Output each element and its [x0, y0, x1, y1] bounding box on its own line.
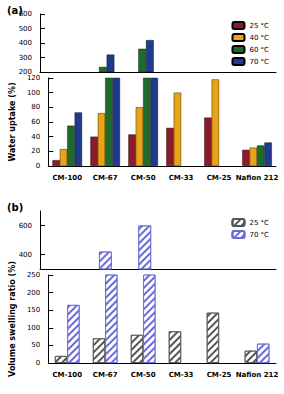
svg-text:50: 50	[31, 341, 40, 349]
svg-text:CM-25: CM-25	[207, 371, 232, 379]
svg-text:CM-33: CM-33	[169, 174, 194, 182]
svg-text:70 °C: 70 °C	[249, 231, 269, 239]
svg-text:40 °C: 40 °C	[249, 34, 269, 42]
svg-text:CM-25: CM-25	[207, 174, 232, 182]
svg-text:60: 60	[31, 118, 40, 126]
svg-text:(a): (a)	[7, 5, 23, 16]
svg-text:CM-50: CM-50	[131, 371, 156, 379]
svg-text:CM-50: CM-50	[131, 174, 156, 182]
svg-text:70 °C: 70 °C	[249, 58, 269, 66]
svg-text:CM-67: CM-67	[93, 174, 118, 182]
svg-text:Nafion 212: Nafion 212	[236, 371, 279, 379]
svg-text:400: 400	[19, 39, 32, 47]
svg-text:CM-33: CM-33	[169, 371, 194, 379]
svg-text:300: 300	[19, 54, 32, 62]
svg-text:60 °C: 60 °C	[249, 46, 269, 54]
svg-text:20: 20	[31, 147, 40, 155]
svg-text:25 °C: 25 °C	[249, 22, 269, 30]
svg-text:Nafion 212: Nafion 212	[236, 174, 279, 182]
svg-text:600: 600	[18, 10, 32, 18]
svg-text:Water uptake (%): Water uptake (%)	[8, 82, 17, 161]
svg-text:CM-100: CM-100	[52, 371, 82, 379]
svg-text:Volume swelling ratio (%): Volume swelling ratio (%)	[8, 261, 17, 377]
svg-text:100: 100	[27, 89, 40, 97]
svg-text:40: 40	[31, 133, 40, 141]
svg-text:0: 0	[36, 359, 40, 367]
svg-text:0: 0	[36, 162, 40, 170]
svg-text:150: 150	[27, 306, 40, 314]
svg-text:200: 200	[27, 289, 40, 297]
svg-text:(b): (b)	[7, 202, 23, 213]
svg-text:25 °C: 25 °C	[249, 219, 269, 227]
svg-text:CM-67: CM-67	[93, 371, 118, 379]
svg-text:100: 100	[27, 324, 40, 332]
svg-text:500: 500	[19, 25, 32, 33]
svg-text:600: 600	[19, 222, 32, 230]
svg-text:CM-100: CM-100	[52, 174, 82, 182]
svg-text:80: 80	[31, 103, 40, 111]
svg-text:120: 120	[27, 74, 40, 82]
svg-text:200: 200	[18, 68, 32, 76]
svg-text:250: 250	[27, 271, 40, 279]
svg-text:400: 400	[19, 251, 32, 259]
